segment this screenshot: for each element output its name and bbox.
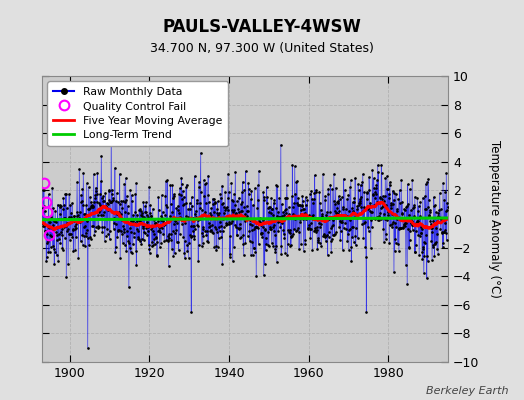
Text: 34.700 N, 97.300 W (United States): 34.700 N, 97.300 W (United States) [150,42,374,55]
Legend: Raw Monthly Data, Quality Control Fail, Five Year Moving Average, Long-Term Tren: Raw Monthly Data, Quality Control Fail, … [47,82,228,146]
Text: Berkeley Earth: Berkeley Earth [426,386,508,396]
Text: PAULS-VALLEY-4WSW: PAULS-VALLEY-4WSW [162,18,362,36]
Y-axis label: Temperature Anomaly (°C): Temperature Anomaly (°C) [488,140,500,298]
